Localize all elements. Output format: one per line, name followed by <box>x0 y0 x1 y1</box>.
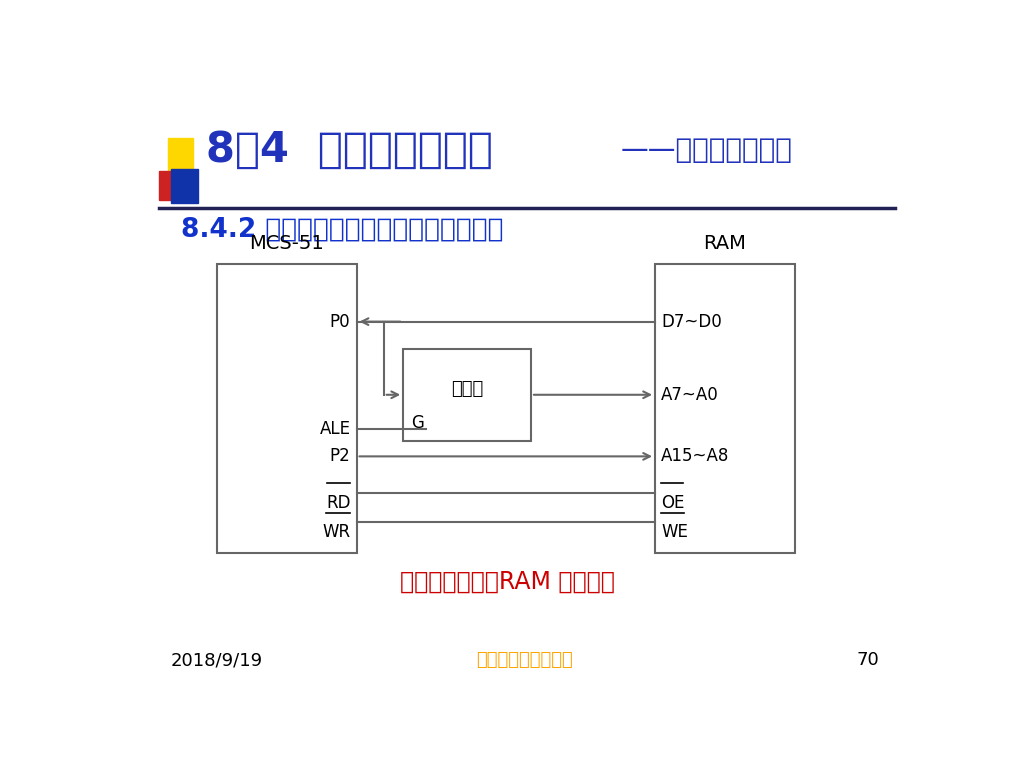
Text: 单片机原理及其应用: 单片机原理及其应用 <box>476 651 573 670</box>
Text: G: G <box>411 414 424 432</box>
Text: 70: 70 <box>857 651 880 670</box>
Text: D7~D0: D7~D0 <box>662 313 722 330</box>
Bar <box>168 138 194 175</box>
Text: RD: RD <box>326 494 350 512</box>
Bar <box>403 349 531 441</box>
Text: A15~A8: A15~A8 <box>662 448 729 465</box>
Text: ——扩展方法及时序: ——扩展方法及时序 <box>621 136 792 164</box>
Text: RAM: RAM <box>703 234 746 253</box>
Text: OE: OE <box>662 494 685 512</box>
Bar <box>217 264 356 553</box>
Text: P0: P0 <box>330 313 350 330</box>
Text: ALE: ALE <box>319 420 350 439</box>
Bar <box>171 169 198 203</box>
Text: A7~A0: A7~A0 <box>662 386 719 404</box>
Text: 单片机扩展外部RAM 的原理图: 单片机扩展外部RAM 的原理图 <box>400 570 615 594</box>
Bar <box>159 170 180 200</box>
Text: 8．4  数据存储器扩展: 8．4 数据存储器扩展 <box>206 129 493 171</box>
Text: WE: WE <box>662 523 688 541</box>
Bar <box>655 264 795 553</box>
Text: WR: WR <box>323 523 350 541</box>
Text: 锁存器: 锁存器 <box>451 379 483 398</box>
Text: MCS-51: MCS-51 <box>250 234 325 253</box>
Text: 2018/9/19: 2018/9/19 <box>171 651 263 670</box>
Text: 8.4.2 外部数据存储器的扩展方法及时序: 8.4.2 外部数据存储器的扩展方法及时序 <box>180 217 503 242</box>
Text: P2: P2 <box>330 448 350 465</box>
